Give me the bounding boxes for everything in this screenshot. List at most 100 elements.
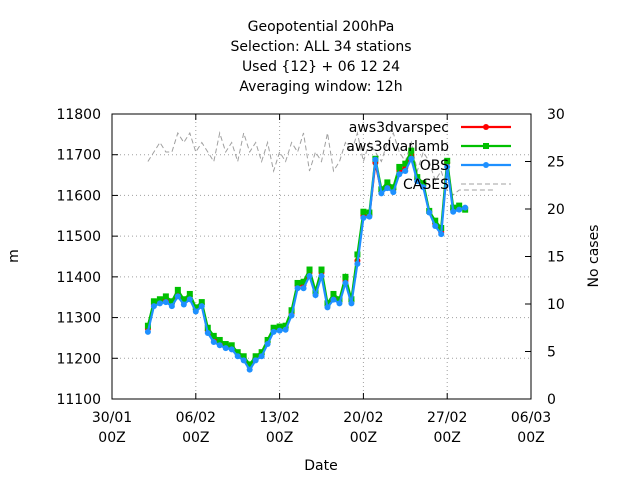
data-point-aws3dvarlamb [144,322,151,329]
chart-title-line: Averaging window: 12h [239,79,402,95]
data-point-aws3dvarlamb [402,160,409,167]
data-point-obs [348,300,355,307]
legend-label-aws3dvarspec: aws3dvarspec [349,120,449,136]
data-point-aws3dvarlamb [336,296,343,303]
data-point-aws3dvarlamb [210,332,217,339]
data-point-obs [150,303,157,310]
data-point-aws3dvarlamb [228,342,235,349]
data-point-obs [294,285,301,292]
data-point-aws3dvarlamb [168,298,175,305]
data-point-obs [318,273,325,280]
data-point-aws3dvarlamb [312,288,319,295]
grid [112,114,531,399]
x-axis-label: Date [304,458,337,474]
data-point-aws3dvarlamb [240,353,247,360]
y-tick-label: 11300 [56,311,101,327]
data-point-aws3dvarlamb [276,323,283,330]
y-tick-label: 11200 [56,351,101,367]
data-point-obs [462,204,469,211]
data-point-aws3dvarlamb [408,147,415,154]
y-tick-label: 11800 [56,107,101,123]
data-point-obs [156,300,163,307]
series-group [144,147,469,373]
data-point-obs [402,168,409,174]
data-point-obs [450,208,457,215]
data-point-aws3dvarlamb [270,324,277,331]
data-point-obs [162,299,169,306]
data-point-aws3dvarlamb [342,273,349,280]
data-point-obs [378,190,385,197]
chart-title-line: Used {12} + 06 12 24 [242,59,400,75]
data-point-aws3dvarlamb [150,298,157,305]
data-point-obs [168,303,175,310]
data-point-aws3dvarlamb [330,290,337,297]
x-tick-label: 30/01 [92,410,132,426]
y2-tick-label: 25 [547,155,565,171]
data-point-obs [360,214,367,221]
data-point-obs [282,326,289,333]
data-point-obs [258,353,265,360]
series-line-cases [147,131,496,196]
data-point-obs [240,357,247,364]
data-point-obs [342,279,349,286]
x-tick-label: 00Z [517,430,544,446]
legend-marker-aws3dvarspec [483,124,489,130]
legend-marker-obs [483,162,489,168]
data-point-obs [372,156,379,163]
plot-frame [111,113,532,400]
data-point-obs [270,328,277,335]
data-point-obs [396,171,403,178]
legend: aws3dvarspec aws3dvarlamb OBS CASES [346,120,511,193]
data-point-obs [414,178,421,185]
cases-series [147,131,496,196]
data-point-obs [186,296,193,303]
data-point-aws3dvarlamb [456,202,463,209]
data-point-aws3dvarlamb [258,349,265,356]
data-point-aws3dvarlamb [294,279,301,286]
chart-title-line: Selection: ALL 34 stations [230,39,411,55]
data-point-obs [426,209,433,216]
data-point-aws3dvarlamb [432,217,439,224]
data-point-obs [144,328,151,335]
data-point-aws3dvarlamb [354,251,361,258]
x-tick-label: 06/03 [511,410,551,426]
legend-label-obs: OBS [420,158,449,174]
x-tick-label: 13/02 [259,410,299,426]
data-point-aws3dvarlamb [186,290,193,297]
data-point-obs [432,222,439,229]
data-point-obs [390,189,397,196]
data-point-aws3dvarlamb [288,307,295,314]
data-point-obs [174,293,181,300]
data-point-obs [216,342,223,349]
data-point-obs [384,185,391,192]
data-point-obs [306,273,313,280]
data-point-obs [192,308,199,315]
y2-tick-label: 10 [547,297,565,313]
data-point-aws3dvarlamb [444,157,451,164]
data-point-obs [408,155,415,162]
data-point-aws3dvarlamb [396,163,403,170]
data-point-obs [456,206,463,213]
data-point-aws3dvarlamb [282,322,289,329]
x-tick-label: 00Z [350,430,377,446]
x-tick-label: 00Z [266,430,293,446]
data-point-obs [420,184,427,191]
data-point-aws3dvarlamb [162,293,169,300]
data-point-aws3dvarlamb [252,353,259,360]
y2-tick-label: 30 [547,107,565,123]
data-point-obs [438,231,445,238]
data-point-obs [210,339,217,345]
data-point-aws3dvarlamb [300,278,307,285]
data-point-obs [198,303,205,310]
data-point-aws3dvarlamb [306,266,313,273]
data-point-aws3dvarlamb [204,324,211,331]
x-tick-label: 06/02 [176,410,216,426]
y-tick-label: 11600 [56,188,101,204]
data-point-aws3dvarlamb [246,361,253,368]
data-point-obs [222,345,229,352]
data-point-obs [330,296,337,303]
y-tick-label: 11700 [56,148,101,164]
data-point-obs [180,301,187,308]
data-point-aws3dvarlamb [156,296,163,303]
x-tick-label: 27/02 [427,410,467,426]
